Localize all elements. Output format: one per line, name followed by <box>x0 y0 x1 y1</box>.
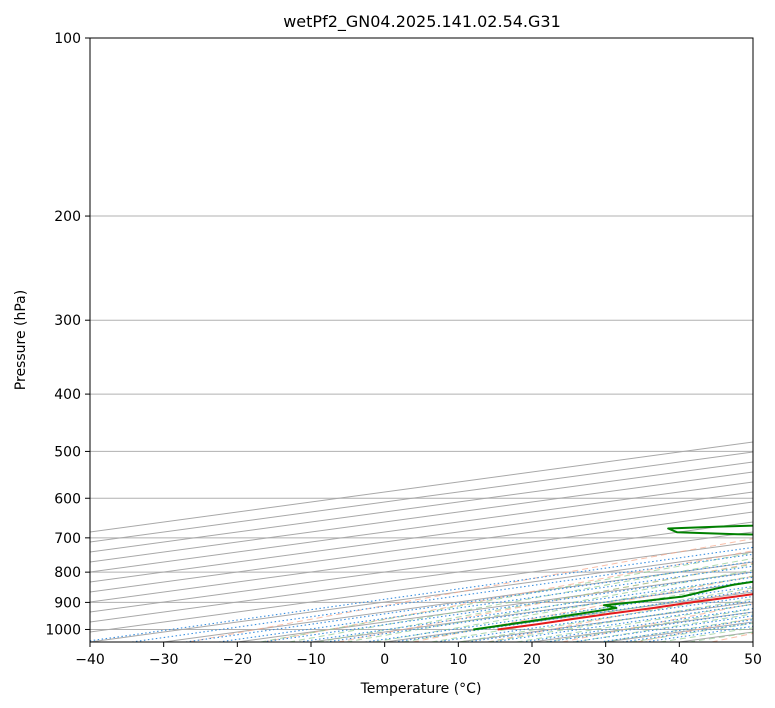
moist-adiabat-line <box>459 592 753 642</box>
x-tick-label: −30 <box>149 652 179 668</box>
isotherm-line <box>90 551 753 642</box>
mixing-ratio-line <box>522 607 753 642</box>
y-tick-label: 300 <box>54 313 81 329</box>
mixing-ratio-line <box>645 625 753 642</box>
x-axis-ticks: −40 −30 −20 −10 0 10 20 30 40 50 <box>75 642 762 668</box>
y-tick-label: 800 <box>54 565 81 581</box>
y-tick-label: 500 <box>54 444 81 460</box>
profiles <box>473 524 753 631</box>
isotherm-line <box>90 461 753 553</box>
x-tick-label: −40 <box>75 652 105 668</box>
dry-adiabat-line <box>412 575 753 642</box>
x-tick-label: −20 <box>223 652 253 668</box>
dry-adiabat-line <box>338 562 753 642</box>
dry-adiabat-line <box>188 538 753 642</box>
isotherm-line <box>90 521 753 613</box>
x-tick-label: 50 <box>744 652 762 668</box>
dry-adiabat-line <box>636 617 753 642</box>
isotherm-line <box>90 451 753 543</box>
mixing-ratio-line <box>492 603 753 642</box>
x-axis-label: Temperature (°C) <box>360 681 482 697</box>
isotherm-line <box>90 471 753 563</box>
isotherm-line <box>90 501 753 593</box>
isotherm-line <box>90 531 753 623</box>
x-tick-label: 10 <box>449 652 467 668</box>
y-tick-label: 100 <box>54 31 81 47</box>
isotherm-line <box>752 641 753 642</box>
plot-frame <box>89 37 754 643</box>
dry-adiabat-line <box>263 550 753 642</box>
y-tick-label: 1000 <box>45 622 81 638</box>
dry-adiabat-line <box>711 632 753 642</box>
isotherm-line <box>90 491 753 583</box>
x-tick-label: −10 <box>296 652 326 668</box>
mixing-ratio-line <box>326 580 753 642</box>
isotherm-line <box>90 481 753 573</box>
isotherm-line <box>90 511 753 603</box>
y-tick-label: 600 <box>54 491 81 507</box>
moist-adiabat-line <box>602 618 753 642</box>
y-tick-label: 200 <box>54 209 81 225</box>
chart-title: wetPf2_GN04.2025.141.02.54.G31 <box>283 12 561 32</box>
x-tick-label: 40 <box>670 652 688 668</box>
isotherm-line <box>310 581 753 642</box>
moist-adiabat-line <box>346 569 753 642</box>
mixing-ratio-line <box>394 589 753 642</box>
dewpoint-profile <box>473 524 753 631</box>
y-axis-ticks: 100 200 300 400 500 600 700 800 900 1000 <box>45 31 90 638</box>
x-tick-label: 30 <box>597 652 615 668</box>
y-tick-label: 700 <box>54 531 81 547</box>
dry-adiabat-line <box>487 589 753 642</box>
isotherm-line <box>679 631 753 642</box>
moist-adiabat-line <box>260 552 753 642</box>
isotherm-line <box>90 541 753 633</box>
x-tick-label: 20 <box>523 652 541 668</box>
mixing-ratio-line <box>467 600 753 642</box>
background-lines <box>90 38 753 642</box>
y-tick-label: 400 <box>54 387 81 403</box>
y-axis-label: Pressure (hPa) <box>13 290 29 390</box>
isotherm-line <box>531 611 753 642</box>
x-tick-label: 0 <box>380 652 389 668</box>
mixing-ratio-line <box>436 595 753 642</box>
y-tick-label: 900 <box>54 595 81 611</box>
mixing-ratio-line <box>185 561 753 642</box>
isotherm-line <box>384 591 753 642</box>
moist-adiabat-line <box>289 557 753 642</box>
moist-adiabat-line <box>431 587 753 642</box>
dry-adiabat-line <box>562 603 753 642</box>
mixing-ratio-line <box>90 546 753 642</box>
